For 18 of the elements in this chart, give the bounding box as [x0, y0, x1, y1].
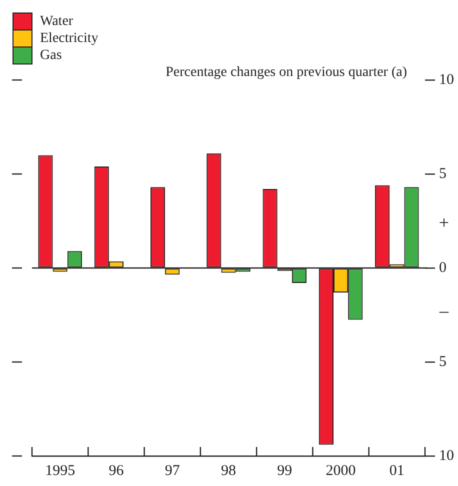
chart-title: Percentage changes on previous quarter (a): [166, 65, 408, 80]
legend-label: Electricity: [40, 31, 98, 46]
x-tick-label: 97: [164, 462, 180, 479]
x-tick-label: 96: [108, 462, 124, 479]
legend-label: Gas: [40, 48, 62, 64]
text: +: [438, 212, 450, 233]
y-tick-label: 10: [439, 448, 454, 464]
y-tick-label: 0: [439, 260, 446, 276]
legend-label: Water: [40, 14, 74, 30]
x-tick-label: 2000: [326, 462, 356, 479]
x-tick-label: 1995: [45, 462, 76, 479]
text: –: [438, 300, 450, 321]
x-tick-label: 98: [221, 462, 236, 479]
y-tick-label: 5: [439, 354, 446, 370]
x-tick-label: 99: [277, 462, 292, 479]
x-tick-label: 01: [389, 462, 404, 479]
y-tick-label: 5: [439, 166, 446, 182]
y-tick-label: 10: [439, 72, 454, 88]
